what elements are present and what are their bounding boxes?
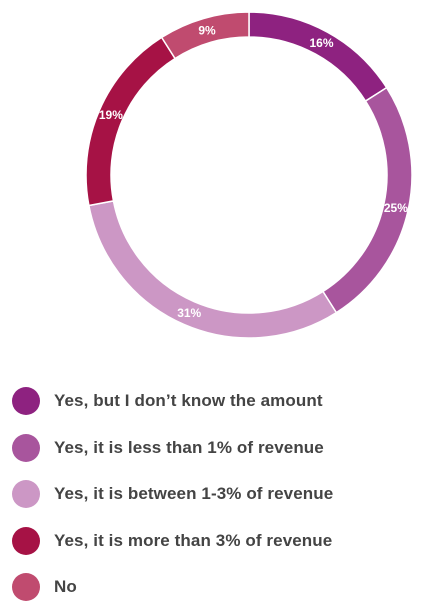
slice-value-label: 25% [384, 201, 408, 215]
donut-slices [85, 11, 413, 339]
legend-item: Yes, but I don’t know the amount [12, 378, 432, 425]
donut-slice [160, 11, 250, 60]
slice-value-label: 16% [309, 36, 333, 50]
legend-swatch [12, 480, 40, 509]
donut-slice [248, 11, 388, 103]
legend-item: No [12, 564, 432, 611]
legend-label: No [54, 577, 77, 597]
legend-label: Yes, it is more than 3% of revenue [54, 530, 333, 550]
donut-chart: 16% 25% 31% 19% 9% [85, 11, 413, 339]
legend-label: Yes, but I don’t know the amount [54, 391, 323, 411]
slice-value-label: 9% [198, 23, 216, 37]
legend: Yes, but I don’t know the amount Yes, it… [12, 378, 432, 611]
legend-label: Yes, it is between 1-3% of revenue [54, 484, 334, 504]
legend-item: Yes, it is less than 1% of revenue [12, 425, 432, 472]
donut-slice [88, 199, 338, 339]
slice-value-label: 19% [99, 108, 123, 122]
legend-swatch [12, 573, 40, 602]
slice-value-label: 31% [177, 306, 201, 320]
legend-item: Yes, it is between 1-3% of revenue [12, 471, 432, 518]
legend-swatch [12, 526, 40, 555]
legend-swatch [12, 387, 40, 416]
slice-labels: 16% 25% 31% 19% 9% [99, 23, 408, 320]
legend-label: Yes, it is less than 1% of revenue [54, 437, 324, 457]
legend-swatch [12, 433, 40, 462]
legend-item: Yes, it is more than 3% of revenue [12, 518, 432, 565]
